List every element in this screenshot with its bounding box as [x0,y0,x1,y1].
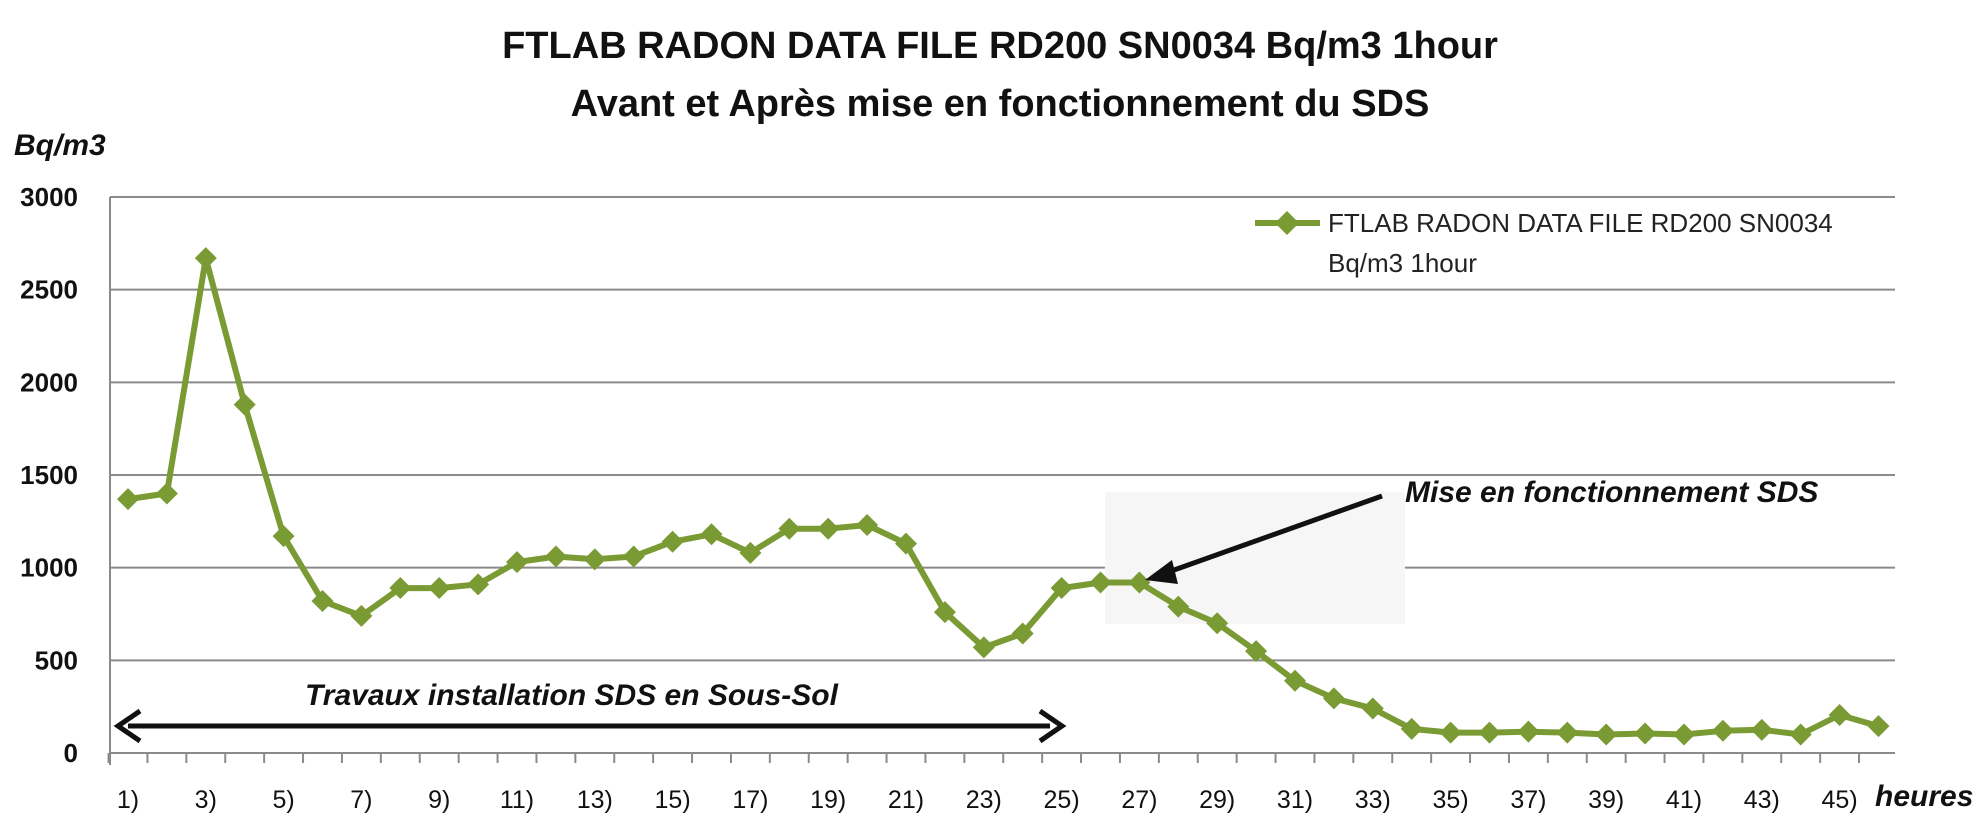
grid-lines [109,196,1895,765]
series-line [127,255,1880,738]
y-tick-label: 1500 [20,460,78,490]
x-tick-label: 15) [655,786,691,814]
data-point-marker [1322,687,1345,710]
data-point-marker [311,590,334,613]
data-point-marker [1517,720,1540,743]
legend-label-line1: FTLAB RADON DATA FILE RD200 SN0034 [1328,208,1833,238]
data-point-marker [506,551,528,574]
data-point-marker [972,636,995,659]
x-tick-label: 27) [1121,786,1157,814]
x-tick-label: 13) [577,786,613,814]
data-point-marker [1634,722,1657,745]
x-tick-label: 23) [966,786,1002,814]
data-point-marker [1167,595,1190,618]
travaux-arrow-right-head [1038,708,1067,744]
x-tick-label: 25) [1044,786,1080,814]
x-tick-label: 39) [1588,786,1624,814]
data-point-marker [1128,571,1151,594]
data-point-marker [1284,669,1306,692]
data-point-marker [1673,723,1695,746]
x-tick-label: 5) [272,786,294,814]
y-tick-label: 2000 [20,367,78,397]
data-point-marker [1089,571,1112,594]
x-tick-label: 29) [1199,786,1235,814]
chart-title: FTLAB RADON DATA FILE RD200 SN0034 Bq/m3… [502,25,1498,67]
x-axis-label: heures [1875,780,1973,813]
data-point-marker [1206,612,1229,635]
x-tick-label: 37) [1510,786,1546,814]
mise-en-fonctionnement-label: Mise en fonctionnement SDS [1405,476,1818,509]
x-tick-label: 21) [888,786,924,814]
data-point-marker [1050,577,1073,600]
x-tick-label: 7) [350,786,372,814]
data-point-marker [272,525,295,548]
legend-label-line2: Bq/m3 1hour [1328,248,1477,278]
data-point-marker [700,523,723,546]
data-point-marker [817,517,840,540]
data-point-marker [1400,717,1423,740]
x-tick-label: 9) [428,786,450,814]
x-tick-label: 31) [1277,786,1313,814]
y-tick-label: 0 [64,738,78,768]
mise-arrow-line [1159,493,1383,578]
data-point-marker [1595,723,1618,746]
travaux-label: Travaux installation SDS en Sous-Sol [305,679,839,712]
x-tick-label: 41) [1666,786,1702,814]
data-point-marker [661,530,684,553]
y-tick-label: 1000 [20,553,78,583]
data-point-marker [778,517,801,540]
data-point-marker [117,488,139,511]
data-point-marker [583,548,606,571]
data-point-marker [1361,697,1384,720]
data-point-marker [233,393,256,416]
y-tick-label: 2500 [20,275,78,305]
data-point-marker [1828,704,1851,727]
data-point-marker [1556,721,1579,744]
legend-marker [1275,211,1299,235]
data-point-marker [1478,721,1501,744]
data-point-marker [1245,640,1268,663]
data-point-marker [350,604,373,627]
data-point-marker [544,545,567,568]
x-tick-label: 45) [1822,786,1858,814]
data-point-marker [389,577,412,600]
x-tick-label: 43) [1744,786,1780,814]
data-point-marker [1711,719,1734,742]
travaux-arrow-left-head [113,708,142,744]
series-markers [117,247,1890,746]
mise-arrow-head [1145,560,1178,584]
x-tick-label: 11) [500,786,534,814]
x-tick-label: 17) [732,786,768,814]
data-point-marker [194,247,217,270]
x-tick-labels: 1) 3) 5) 7) 9) 11) 13) 15) 17) 19) 21) 23) 25) 27) 29)… [107,753,1861,814]
data-point-marker [1789,723,1812,746]
y-tick-label: 500 [35,645,78,675]
data-point-marker [933,601,956,624]
data-point-marker [856,514,879,537]
data-point-marker [428,577,451,600]
data-point-marker [1439,721,1462,744]
y-axis-label: Bq/m3 [14,129,106,162]
chart-subtitle: Avant et Après mise en fonctionnement du… [571,83,1430,125]
legend: FTLAB RADON DATA FILE RD200 SN0034 Bq/m3… [1255,208,1833,278]
y-tick-label: 3000 [20,182,78,212]
y-tick-labels: 3000 2500 2000 1500 1000 500 0 [20,182,78,768]
x-tick-label: 35) [1433,786,1469,814]
x-tick-label: 19) [810,786,846,814]
x-tick-label: 1) [117,786,139,814]
data-point-marker [895,532,917,555]
data-point-marker [467,573,490,596]
x-tick-label: 3) [195,786,217,814]
data-point-marker [1750,718,1773,741]
data-point-marker [1867,715,1890,738]
data-point-marker [155,482,178,505]
annotation-highlight-box [1105,492,1405,624]
data-point-marker [1011,622,1034,645]
data-point-marker [622,545,645,568]
x-tick-label: 33) [1355,786,1391,814]
data-point-marker [739,541,762,564]
